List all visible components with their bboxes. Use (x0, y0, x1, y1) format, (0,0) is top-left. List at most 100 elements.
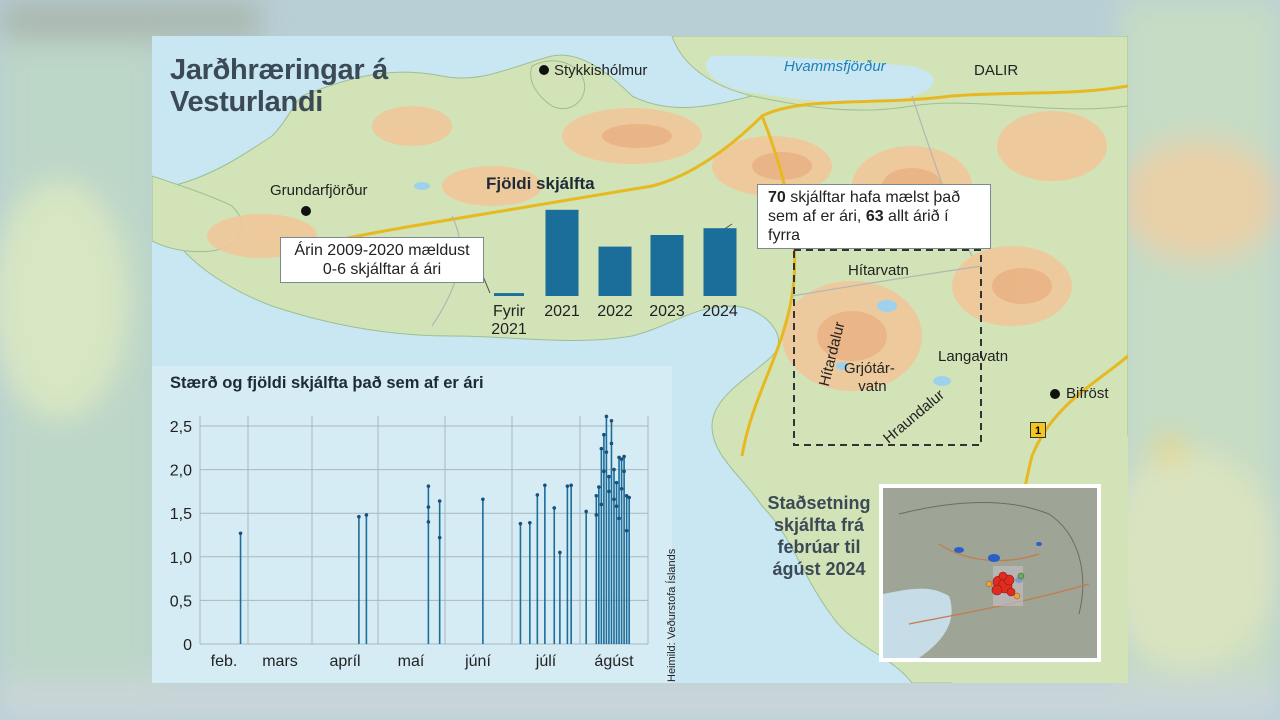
magnitude-point (426, 505, 431, 509)
magnitude-point (528, 520, 532, 525)
count-last-year: 63 (865, 208, 884, 225)
magnitude-point (624, 493, 629, 498)
magnitude-chart: 0 0,5 1,0 1,5 2,0 2,5 feb. mars apríl maí júní júlí… (170, 414, 649, 670)
callout-current-year: 70 skjálftar hafa mælst það sem af er ár… (757, 184, 991, 249)
source-note: Heimild: Veðurstofa Íslands (666, 548, 678, 682)
magnitude-point (602, 432, 606, 437)
bar-label-4-0: 2024 (702, 303, 738, 320)
magnitude-point (437, 499, 442, 503)
magnitude-chart-title: Stærð og fjöldi skjálfta það sem af er á… (170, 374, 484, 392)
bar-2 (598, 246, 632, 296)
magnitude-point (617, 455, 621, 460)
x-month-label: feb. (211, 653, 238, 670)
magnitude-point (437, 535, 442, 540)
region-label-dalir: DALIR (974, 62, 1019, 79)
place-label-langavatn: Langavatn (938, 348, 1009, 365)
bar-label-0-0: Fyrir (493, 303, 526, 320)
count-this-year: 70 (768, 189, 786, 206)
magnitude-point (619, 457, 624, 461)
magnitude-point (614, 504, 619, 509)
magnitude-point (602, 469, 606, 474)
y-tick-label: 2,5 (170, 419, 192, 436)
magnitude-point (607, 474, 611, 479)
y-tick-label: 2,0 (170, 463, 192, 480)
magnitude-point (481, 497, 485, 502)
callout-current-year-line-1: 70 skjálftar hafa mælst það (768, 188, 982, 207)
magnitude-point (612, 467, 616, 472)
place-label-bifrost: Bifröst (1066, 385, 1109, 402)
magnitude-point (604, 450, 609, 454)
y-tick-label: 0 (183, 637, 192, 654)
callout-before-2021-line-2: 0-6 skjálftar á ári (322, 261, 442, 278)
magnitude-point (535, 493, 540, 497)
y-tick-label: 1,5 (170, 506, 192, 523)
magnitude-point (614, 480, 619, 485)
callout-current-year-text-2: sem af er ári, (768, 208, 866, 225)
magnitude-point (364, 513, 369, 517)
location-inset-title: Staðsetning skjálfta frá febrúar til ágú… (754, 492, 884, 580)
magnitude-point (604, 414, 609, 419)
location-title-line-4: ágúst 2024 (772, 559, 866, 579)
magnitude-point (617, 516, 621, 521)
callout-current-year-text-3: allt árið í fyrra (768, 208, 949, 244)
magnitude-point (584, 509, 588, 514)
magnitude-point (238, 531, 243, 536)
place-label-grundarfjordur: Grundarfjörður (270, 182, 368, 199)
magnitude-point (609, 418, 614, 423)
magnitude-point (599, 446, 604, 451)
location-title-line-3: febrúar til (777, 537, 861, 557)
magnitude-point (552, 506, 557, 510)
study-area-box (793, 249, 982, 446)
grjotarvatn-line-2: vatn (858, 378, 887, 395)
bar-label-0-1: 2021 (491, 321, 527, 338)
magnitude-point (622, 454, 626, 459)
bar-4 (703, 228, 737, 296)
water-label-hvammsfjordur: Hvammsfjörður (784, 58, 886, 75)
bar-label-1-0: 2021 (544, 303, 580, 320)
magnitude-point (607, 489, 611, 494)
road-number-badge: 1 (1030, 422, 1046, 438)
bar-chart-title: Fjöldi skjálfta (486, 174, 595, 193)
magnitude-point (357, 514, 361, 519)
place-label-stykkisholmur: Stykkishólmur (554, 62, 648, 79)
place-label-grjotarvatn: Grjótár- vatn (844, 360, 895, 396)
magnitude-point (426, 520, 431, 524)
callout-current-year-text-1: skjálftar hafa mælst það (785, 189, 961, 206)
location-inset-map (879, 484, 1101, 662)
magnitude-point (612, 497, 616, 502)
location-title-line-1: Staðsetning (767, 493, 871, 513)
magnitude-point (622, 469, 626, 474)
grjotarvatn-line-1: Grjótár- (844, 360, 895, 377)
callout-current-year-line-2: sem af er ári, 63 allt árið í fyrra (768, 207, 982, 245)
bar-label-3-0: 2023 (649, 303, 685, 320)
bar-label-2-0: 2022 (597, 303, 633, 320)
magnitude-point (543, 483, 547, 488)
callout-before-2021: Árin 2009-2020 mældust 0-6 skjálftar á á… (280, 237, 484, 283)
magnitude-point (518, 521, 523, 526)
magnitude-point (627, 495, 631, 500)
bar-3 (650, 234, 684, 296)
x-month-label: júlí (535, 653, 557, 670)
page-title: Jarðhræringar á Vesturlandi (170, 54, 388, 118)
x-month-label: maí (398, 653, 425, 670)
magnitude-point (619, 486, 624, 491)
magnitude-point (594, 513, 599, 517)
infographic-card: Jarðhræringar á Vesturlandi Stykkishólmu… (152, 36, 1128, 683)
magnitude-point (597, 485, 601, 489)
magnitude-point (599, 502, 604, 507)
location-title-line-2: skjálfta frá (773, 515, 865, 535)
place-label-hitarvatn: Hítarvatn (848, 262, 909, 279)
bar-1 (545, 209, 579, 296)
magnitude-point (624, 528, 629, 533)
y-tick-label: 1,0 (170, 550, 192, 567)
x-month-label: mars (262, 653, 298, 670)
x-month-label: ágúst (594, 653, 634, 670)
x-month-label: júní (464, 653, 491, 670)
magnitude-point (609, 441, 614, 446)
magnitude-point (558, 550, 562, 555)
magnitude-point (569, 483, 573, 488)
y-tick-label: 0,5 (170, 593, 192, 610)
magnitude-point (565, 484, 570, 488)
callout-before-2021-line-1: Árin 2009-2020 mældust (294, 242, 470, 259)
